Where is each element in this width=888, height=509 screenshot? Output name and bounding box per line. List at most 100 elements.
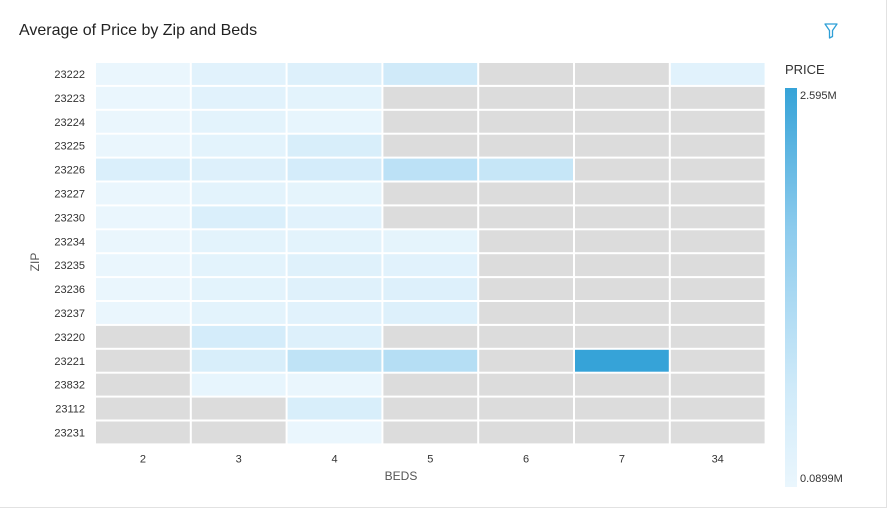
heatmap-cell[interactable] — [479, 302, 573, 324]
heatmap-cell[interactable] — [670, 302, 765, 324]
heatmap-cell[interactable] — [575, 302, 669, 324]
heatmap-cell[interactable] — [479, 86, 573, 109]
heatmap-cell[interactable] — [191, 421, 286, 444]
heatmap-cell[interactable] — [287, 158, 382, 181]
heatmap-cell[interactable] — [575, 86, 669, 109]
heatmap-cell[interactable] — [191, 349, 286, 372]
heatmap-cell[interactable] — [191, 158, 286, 181]
heatmap-cell[interactable] — [191, 397, 286, 420]
heatmap-cell[interactable] — [670, 278, 765, 300]
heatmap-cell[interactable] — [287, 349, 382, 372]
heatmap-cell[interactable] — [96, 278, 190, 300]
heatmap-cell[interactable] — [575, 325, 669, 348]
heatmap-cell[interactable] — [479, 206, 573, 229]
heatmap-cell[interactable] — [670, 397, 765, 420]
heatmap-cell[interactable] — [191, 230, 286, 253]
heatmap-cell[interactable] — [287, 278, 382, 300]
heatmap-cell[interactable] — [383, 325, 478, 348]
heatmap-cell[interactable] — [287, 63, 382, 85]
heatmap-cell[interactable] — [191, 134, 286, 157]
heatmap-cell[interactable] — [383, 421, 478, 444]
heatmap-cell[interactable] — [383, 373, 478, 396]
heatmap-cell[interactable] — [575, 421, 669, 444]
heatmap-cell[interactable] — [575, 254, 669, 277]
heatmap-cell[interactable] — [96, 110, 190, 133]
heatmap-cell[interactable] — [575, 397, 669, 420]
heatmap-cell[interactable] — [479, 325, 573, 348]
heatmap-cell[interactable] — [96, 182, 190, 205]
heatmap-cell[interactable] — [575, 63, 669, 85]
heatmap-cell[interactable] — [479, 349, 573, 372]
heatmap-cell[interactable] — [670, 254, 765, 277]
heatmap-cell[interactable] — [96, 206, 190, 229]
heatmap-cell[interactable] — [479, 230, 573, 253]
heatmap-cell[interactable] — [383, 63, 478, 85]
filter-icon[interactable] — [823, 22, 839, 40]
heatmap-cell[interactable] — [575, 110, 669, 133]
heatmap-cell[interactable] — [287, 421, 382, 444]
heatmap-cell[interactable] — [287, 373, 382, 396]
heatmap-cell[interactable] — [287, 86, 382, 109]
heatmap-cell[interactable] — [191, 86, 286, 109]
heatmap-cell[interactable] — [670, 421, 765, 444]
heatmap-cell[interactable] — [670, 63, 765, 85]
heatmap-cell[interactable] — [670, 110, 765, 133]
heatmap-cell[interactable] — [191, 206, 286, 229]
heatmap-cell[interactable] — [479, 254, 573, 277]
heatmap-cell[interactable] — [575, 206, 669, 229]
heatmap-cell[interactable] — [96, 158, 190, 181]
heatmap-cell[interactable] — [383, 182, 478, 205]
heatmap-cell[interactable] — [96, 421, 190, 444]
heatmap-cell[interactable] — [670, 182, 765, 205]
heatmap-cell[interactable] — [383, 278, 478, 300]
heatmap-cell[interactable] — [287, 110, 382, 133]
heatmap-cell[interactable] — [479, 134, 573, 157]
heatmap-cell[interactable] — [191, 63, 286, 85]
heatmap-cell[interactable] — [479, 397, 573, 420]
heatmap-cell[interactable] — [670, 206, 765, 229]
heatmap-cell[interactable] — [575, 349, 669, 372]
heatmap-cell[interactable] — [191, 254, 286, 277]
heatmap-cell[interactable] — [383, 254, 478, 277]
heatmap-cell[interactable] — [191, 182, 286, 205]
heatmap-cell[interactable] — [287, 397, 382, 420]
heatmap-cell[interactable] — [191, 278, 286, 300]
heatmap-cell[interactable] — [191, 325, 286, 348]
heatmap-cell[interactable] — [96, 373, 190, 396]
heatmap-cell[interactable] — [287, 206, 382, 229]
heatmap-cell[interactable] — [670, 325, 765, 348]
heatmap-cell[interactable] — [96, 254, 190, 277]
heatmap-cell[interactable] — [191, 302, 286, 324]
heatmap-cell[interactable] — [479, 63, 573, 85]
heatmap-cell[interactable] — [287, 230, 382, 253]
heatmap-cell[interactable] — [383, 302, 478, 324]
heatmap-cell[interactable] — [575, 373, 669, 396]
heatmap-cell[interactable] — [670, 349, 765, 372]
heatmap-cell[interactable] — [96, 134, 190, 157]
heatmap-cell[interactable] — [479, 373, 573, 396]
heatmap-cell[interactable] — [383, 397, 478, 420]
heatmap-cell[interactable] — [191, 373, 286, 396]
heatmap-cell[interactable] — [575, 230, 669, 253]
heatmap-cell[interactable] — [670, 134, 765, 157]
heatmap-cell[interactable] — [479, 110, 573, 133]
heatmap-cell[interactable] — [96, 302, 190, 324]
heatmap-cell[interactable] — [287, 325, 382, 348]
heatmap-cell[interactable] — [575, 182, 669, 205]
heatmap-cell[interactable] — [96, 349, 190, 372]
heatmap-cell[interactable] — [383, 349, 478, 372]
heatmap-cell[interactable] — [96, 63, 190, 85]
heatmap-cell[interactable] — [383, 158, 478, 181]
heatmap-cell[interactable] — [383, 86, 478, 109]
heatmap-cell[interactable] — [383, 230, 478, 253]
heatmap-cell[interactable] — [191, 110, 286, 133]
heatmap-cell[interactable] — [96, 86, 190, 109]
heatmap-cell[interactable] — [670, 86, 765, 109]
heatmap-cell[interactable] — [479, 421, 573, 444]
heatmap-cell[interactable] — [287, 134, 382, 157]
heatmap-cell[interactable] — [479, 158, 573, 181]
heatmap-cell[interactable] — [575, 158, 669, 181]
heatmap-cell[interactable] — [383, 110, 478, 133]
heatmap-cell[interactable] — [287, 302, 382, 324]
heatmap-cell[interactable] — [96, 397, 190, 420]
